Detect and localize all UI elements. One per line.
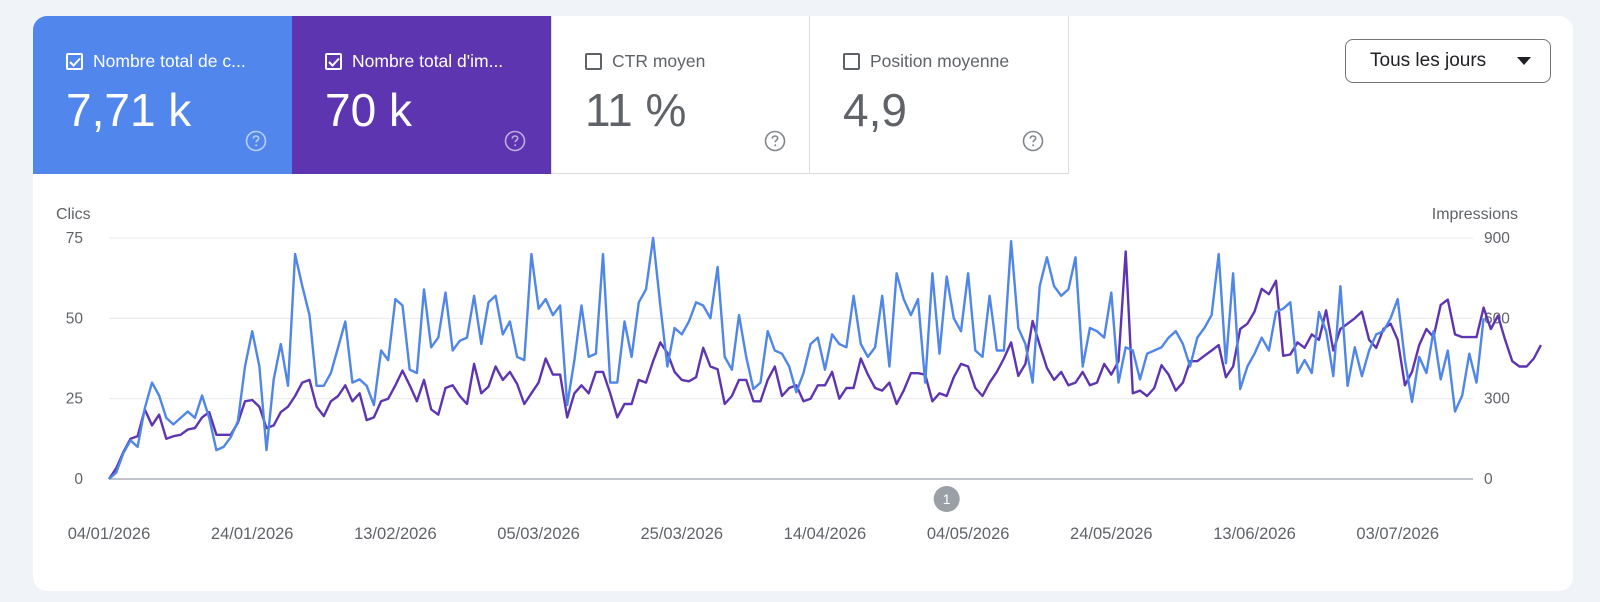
x-tick-label: 13/06/2026 <box>1213 525 1296 543</box>
metric-tabs: Nombre total de c... 7,71 k Nombre total… <box>33 16 1069 174</box>
checkbox-unchecked-icon[interactable] <box>585 53 602 70</box>
metric-value: 4,9 <box>843 84 907 136</box>
clicks-line <box>108 236 1485 480</box>
metric-total-impressions[interactable]: Nombre total d'im... 70 k <box>292 16 551 174</box>
metric-average-position[interactable]: Position moyenne 4,9 <box>810 16 1069 174</box>
y-left-tick-label: 75 <box>66 230 83 247</box>
metric-header: Position moyenne <box>843 51 1009 72</box>
arrow-drop-down-icon <box>1517 57 1531 65</box>
y-left-tick-label: 0 <box>74 471 83 488</box>
x-tick-label: 04/05/2026 <box>927 525 1010 543</box>
x-tick-label: 13/02/2026 <box>354 525 437 543</box>
metric-header: CTR moyen <box>585 51 705 72</box>
x-tick-label: 04/01/2026 <box>68 525 151 543</box>
metric-average-ctr[interactable]: CTR moyen 11 % <box>551 16 810 174</box>
x-tick-label: 24/01/2026 <box>211 525 294 543</box>
checkbox-checked-icon[interactable] <box>325 53 342 70</box>
metric-value: 70 k <box>325 84 412 136</box>
x-tick-label: 05/03/2026 <box>497 525 580 543</box>
help-circle-icon[interactable] <box>764 130 786 152</box>
checkbox-checked-icon[interactable] <box>66 53 83 70</box>
annotation-label: 1 <box>943 491 951 507</box>
metric-header: Nombre total de c... <box>66 51 246 72</box>
x-tick-label: 24/05/2026 <box>1070 525 1153 543</box>
series-lines <box>108 236 1542 480</box>
annotation-badge[interactable] <box>933 486 960 512</box>
date-granularity-dropdown[interactable]: Tous les jours <box>1345 39 1551 83</box>
y-right-tick-label: 900 <box>1484 230 1510 247</box>
metric-header: Nombre total d'im... <box>325 51 503 72</box>
x-tick-label: 14/04/2026 <box>784 525 867 543</box>
help-circle-icon[interactable] <box>504 130 526 152</box>
x-tick-label: 25/03/2026 <box>640 525 723 543</box>
y-axis-left-title: Clics <box>56 206 91 223</box>
help-circle-icon[interactable] <box>1022 130 1044 152</box>
y-right-tick-label: 0 <box>1484 471 1493 488</box>
metric-total-clicks[interactable]: Nombre total de c... 7,71 k <box>33 16 292 174</box>
y-left-tick-label: 50 <box>66 310 84 327</box>
metric-value: 7,71 k <box>66 84 192 136</box>
checkbox-unchecked-icon[interactable] <box>843 53 860 70</box>
performance-card: Nombre total de c... 7,71 k Nombre total… <box>33 16 1573 591</box>
x-axis-ticks: 04/01/2026 24/01/2026 13/02/2026 05/03/2026… <box>68 525 1439 543</box>
x-tick-label: 03/07/2026 <box>1356 525 1439 543</box>
y-axis-left-ticks: 0 25 50 75 <box>66 230 84 488</box>
y-axis-right-title: Impressions <box>1432 206 1518 223</box>
metric-value: 11 % <box>585 84 687 136</box>
impressions-line <box>108 250 1542 480</box>
dropdown-label: Tous les jours <box>1370 50 1487 71</box>
annotation-marker[interactable]: 1 <box>933 486 960 512</box>
y-right-tick-label: 300 <box>1484 391 1510 408</box>
help-circle-icon[interactable] <box>245 130 267 152</box>
y-left-tick-label: 25 <box>66 391 83 408</box>
